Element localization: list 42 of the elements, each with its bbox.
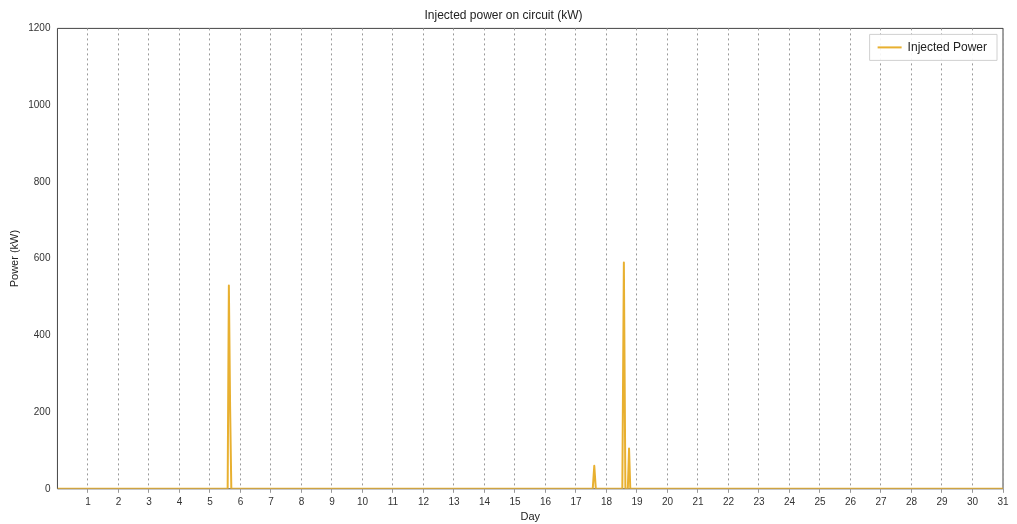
x-tick-label: 9	[329, 495, 336, 507]
y-tick-label: 1000	[28, 98, 51, 110]
y-tick-label: 400	[33, 329, 51, 341]
x-tick-label: 26	[844, 495, 857, 507]
x-tick-label: 6	[237, 495, 244, 507]
y-tick-label: 200	[33, 405, 51, 417]
x-axis-title: Day	[520, 510, 541, 523]
x-tick-label: 17	[570, 495, 582, 507]
legend-label: Injected Power	[907, 39, 988, 54]
x-tick-label: 29	[936, 495, 948, 507]
x-tick-label: 7	[268, 495, 275, 507]
x-tick-label: 3	[146, 495, 153, 507]
y-tick-label: 1200	[28, 22, 51, 34]
x-tick-label: 23	[753, 495, 765, 507]
x-tick-label: 21	[692, 495, 704, 507]
y-tick-label: 600	[33, 252, 51, 264]
x-tick-label: 18	[600, 495, 613, 507]
x-tick-label: 14	[478, 495, 491, 507]
x-tick-label: 25	[814, 495, 826, 507]
x-tick-label: 28	[905, 495, 918, 507]
x-tick-label: 4	[176, 495, 183, 507]
x-tick-label: 13	[448, 495, 460, 507]
x-tick-label: 15	[509, 495, 521, 507]
x-tick-label: 16	[539, 495, 552, 507]
x-tick-label: 1	[85, 495, 92, 507]
x-tick-label: 22	[722, 495, 735, 507]
x-tick-label: 30	[966, 495, 979, 507]
x-tick-label: 5	[207, 495, 214, 507]
y-tick-label: 800	[33, 175, 51, 187]
x-tick-label: 8	[298, 495, 305, 507]
x-tick-label: 19	[631, 495, 643, 507]
x-tick-label: 31	[997, 495, 1009, 507]
x-tick-label: 20	[661, 495, 674, 507]
y-axis-title: Power (kW)	[7, 229, 20, 288]
x-tick-label: 2	[115, 495, 122, 507]
x-tick-label: 12	[417, 495, 430, 507]
x-tick-label: 24	[783, 495, 796, 507]
x-tick-label: 11	[387, 495, 399, 507]
y-tick-label: 0	[44, 482, 51, 494]
x-tick-label: 27	[875, 495, 887, 507]
chart-title: Injected power on circuit (kW)	[424, 7, 583, 22]
x-tick-label: 10	[356, 495, 369, 507]
